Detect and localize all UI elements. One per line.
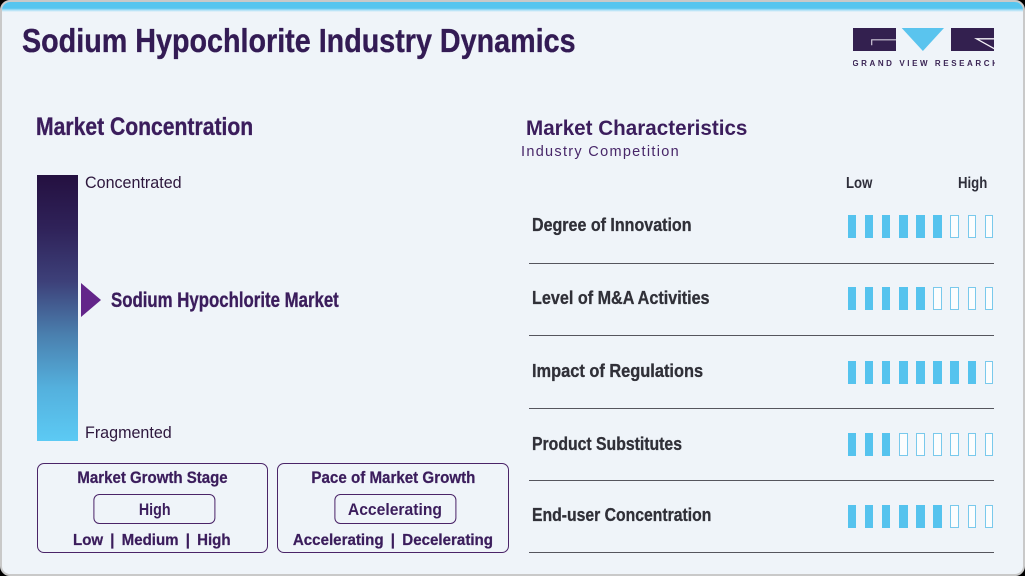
svg-text:GRAND VIEW RESEARCH: GRAND VIEW RESEARCH [853,59,995,68]
